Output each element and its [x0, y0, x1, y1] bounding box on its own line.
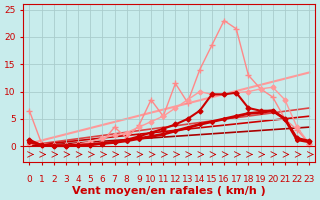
- X-axis label: Vent moyen/en rafales ( km/h ): Vent moyen/en rafales ( km/h ): [72, 186, 266, 196]
